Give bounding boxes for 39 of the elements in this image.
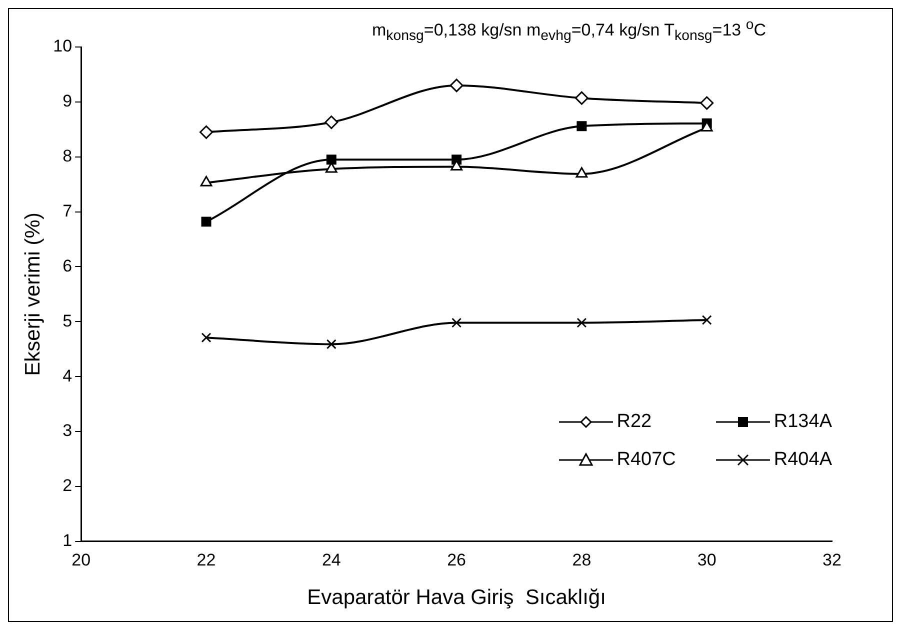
y-tick-label: 5 <box>62 311 72 330</box>
point <box>700 96 714 110</box>
y-tick-label: 6 <box>62 256 72 276</box>
x-tick-label: 20 <box>72 550 91 570</box>
point <box>576 167 588 178</box>
legend-label: R404A <box>774 449 832 471</box>
point <box>452 318 462 328</box>
y-tick-label: 1 <box>62 531 72 550</box>
y-tick-label: 7 <box>62 201 72 220</box>
point <box>326 339 336 350</box>
x-axis-title: Evaparatör Hava Giriş Sıcaklığı <box>307 586 606 610</box>
x-tick-label: 28 <box>572 550 592 570</box>
point <box>450 78 464 92</box>
x-tick-label: 26 <box>447 550 466 570</box>
x-tick-label: 24 <box>322 550 341 570</box>
y-tick-label: 8 <box>62 146 72 166</box>
y-tick-label: 3 <box>62 421 72 440</box>
point <box>576 121 587 132</box>
point <box>326 154 336 165</box>
y-tick-label: 4 <box>62 366 72 386</box>
y-axis-title: Ekserji verimi (%) <box>21 212 44 376</box>
chart-title: m$_{konsg}$=0,138 kg/sn m$_{evhg}$=0,74 kg/sn T$_{konsg}$=13 $^{o}$C <box>372 17 766 44</box>
point <box>200 125 214 139</box>
point <box>324 116 338 130</box>
x-tick-label: 32 <box>822 550 842 570</box>
point <box>702 315 712 326</box>
point <box>574 91 588 105</box>
y-tick-label: 2 <box>62 476 72 496</box>
y-tick-label: 9 <box>62 92 72 111</box>
x-tick-label: 22 <box>196 550 216 570</box>
y-tick-label: 10 <box>53 36 72 56</box>
point <box>200 176 212 186</box>
legend-label: R22 <box>616 411 652 433</box>
legend-label: R407C <box>616 449 676 471</box>
point <box>576 318 587 328</box>
point <box>201 332 212 343</box>
legend-label: R134A <box>774 411 832 433</box>
point <box>201 216 212 227</box>
x-tick-label: 30 <box>697 550 716 570</box>
